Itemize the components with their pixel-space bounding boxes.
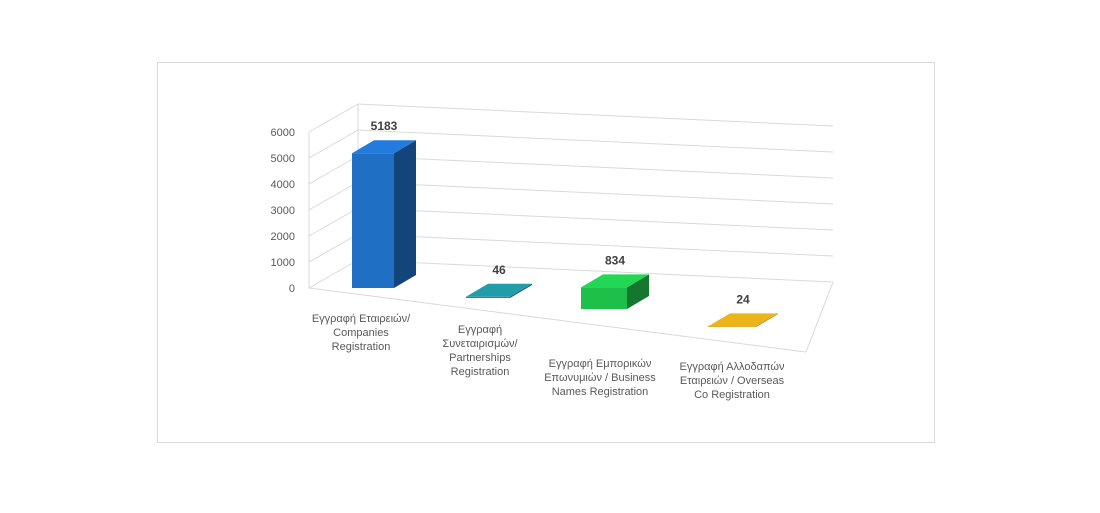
gridline: [357, 207, 834, 231]
x-tick-label-line: Εγγραφή Εταιρειών/: [312, 313, 411, 325]
bar-top: [466, 283, 532, 297]
y-tick-label: 4000: [271, 179, 295, 191]
bar: [581, 287, 627, 309]
x-tick-label: Εγγραφή Αλλοδαπών Εταιρειών / Overseas Co …: [680, 361, 785, 401]
gridline: [357, 155, 834, 179]
x-tick-label-line: Επωνυμιών / Business: [544, 372, 656, 384]
data-label: 24: [736, 292, 750, 306]
x-tick-label-line: Εγγραφή Αλλοδαπών: [680, 361, 785, 373]
bar-top: [708, 313, 778, 327]
data-label: 834: [605, 253, 625, 267]
x-tick-label-line: Εγγραφή Εμπορικών: [549, 358, 652, 370]
x-tick-label: Εγγραφή Εταιρειών/Companies Registration: [312, 313, 411, 353]
x-tick-label-line: Co Registration: [694, 389, 770, 401]
y-tick-label: 5000: [271, 153, 295, 165]
bar-top: [352, 140, 416, 154]
gridline-side: [308, 155, 359, 185]
bar-side: [394, 140, 416, 288]
x-tick-label: Εγγραφή Εμπορικών Επωνυμιών / Business Nam…: [544, 358, 656, 398]
gridline: [357, 233, 834, 257]
x-tick-label-line: Εγγραφή: [458, 324, 502, 336]
bar: [466, 296, 510, 298]
gridline: [357, 129, 834, 153]
gridline-side: [308, 233, 359, 263]
chart-frame: [157, 62, 935, 443]
y-tick-label: 3000: [271, 205, 295, 217]
x-tick-label-line: Registration: [451, 366, 510, 378]
x-tick-label-line: Registration: [332, 341, 391, 353]
data-label: 46: [492, 263, 506, 277]
y-tick-label: 6000: [271, 127, 295, 139]
x-tick-label: Εγγραφή Συνεταιρισμών/Partnerships Registr…: [442, 324, 518, 378]
gridline-side: [308, 181, 359, 211]
x-tick-label-line: Names Registration: [552, 386, 649, 398]
x-tick-label-line: Companies: [333, 327, 389, 339]
bar-side: [627, 274, 649, 309]
bar-side: [756, 313, 778, 327]
data-label: 5183: [371, 119, 398, 133]
y-tick-label: 2000: [271, 231, 295, 243]
gridline-side: [308, 207, 359, 237]
y-tick-label: 0: [289, 283, 295, 295]
floor-front-edge: [308, 287, 807, 353]
gridline-side: [308, 259, 359, 289]
bar: [352, 153, 394, 288]
x-tick-label-line: Συνεταιρισμών/: [442, 338, 518, 350]
bar-side: [510, 283, 532, 298]
bar-top: [581, 274, 649, 288]
gridline: [357, 181, 834, 205]
gridline-side: [308, 129, 359, 159]
floor-right-edge: [805, 281, 834, 353]
gridline-side: [308, 103, 359, 133]
bar: [708, 326, 756, 327]
x-tick-label-line: Partnerships: [449, 352, 511, 364]
x-tick-label-line: Εταιρειών / Overseas: [680, 375, 785, 387]
gridline: [357, 103, 834, 127]
gridline: [357, 259, 834, 283]
y-tick-label: 1000: [271, 257, 295, 269]
